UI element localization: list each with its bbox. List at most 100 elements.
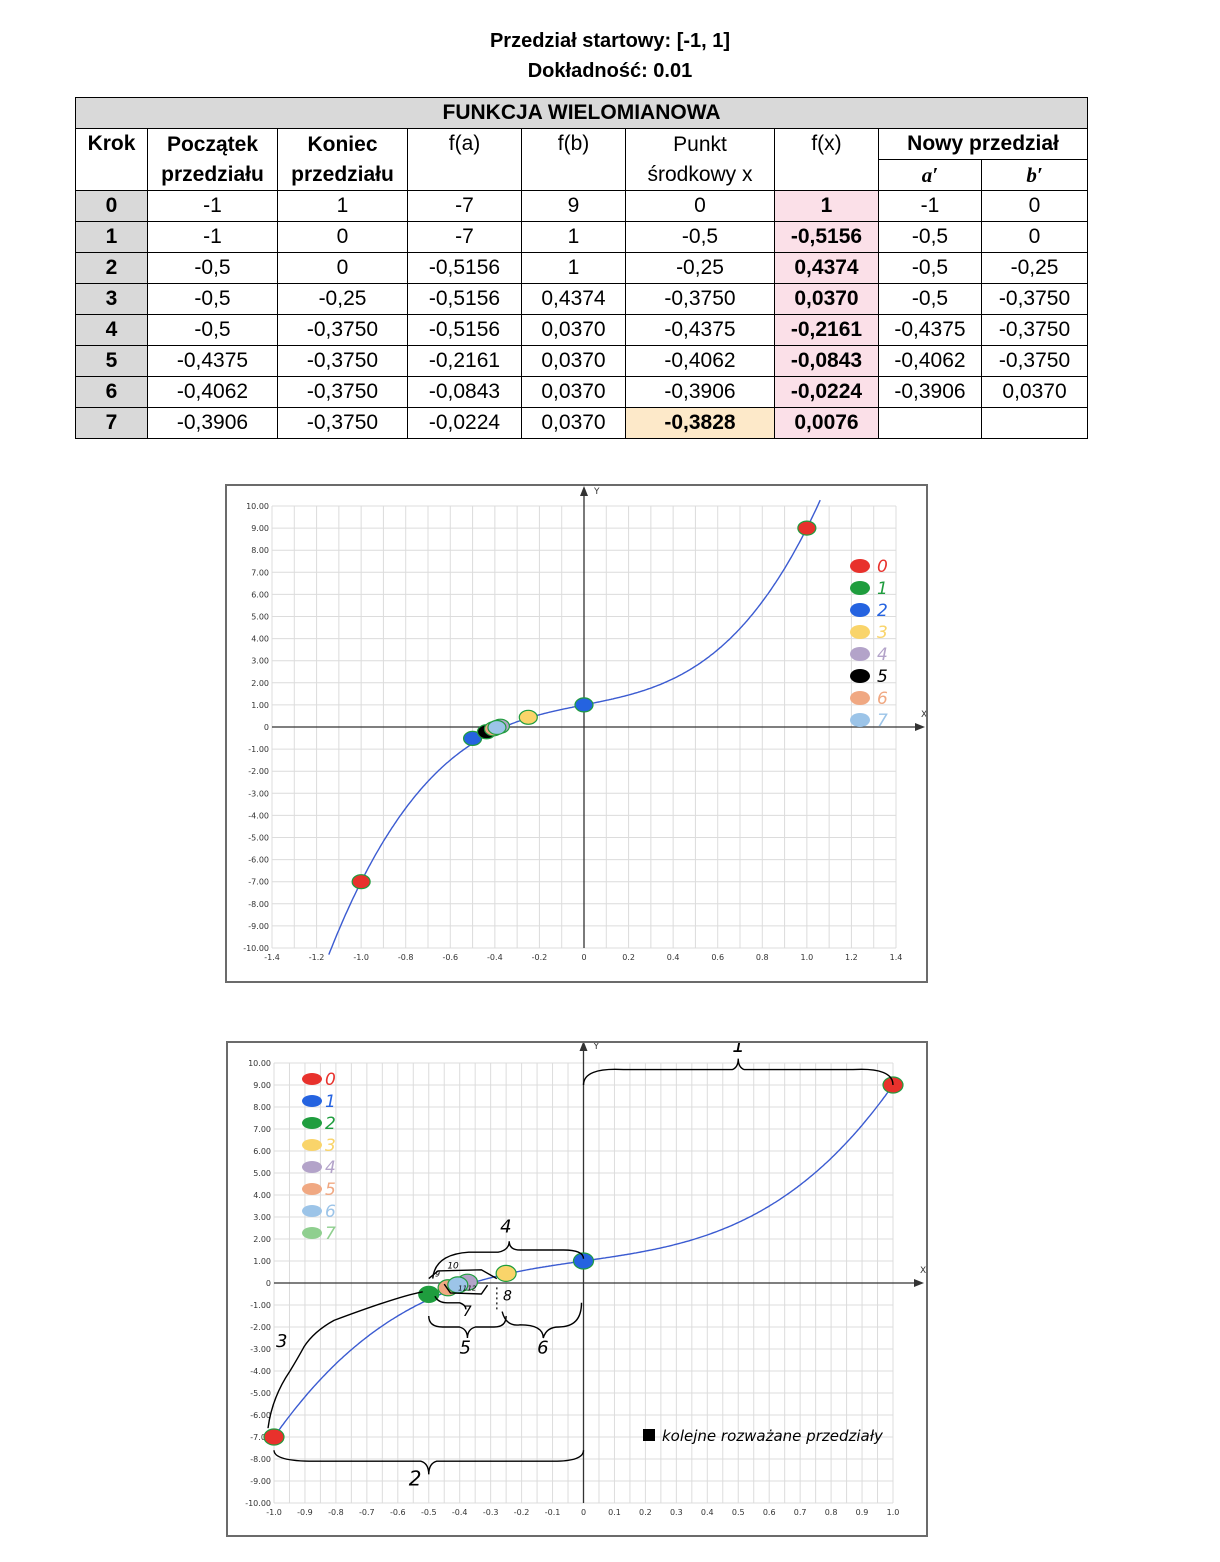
- legend-marker-1: [302, 1095, 322, 1107]
- y-tick-label: 7.00: [253, 1125, 271, 1134]
- x-axis-arrow: [914, 1279, 924, 1287]
- table-cell: -7: [407, 221, 522, 253]
- legend-marker-4: [302, 1161, 322, 1173]
- table-row: 1 -1 0 -7 1 -0,5 -0,5156 -0,5 0: [75, 221, 1089, 253]
- legend-label: 4: [325, 1158, 336, 1178]
- table-cell: -0,3750: [277, 376, 408, 408]
- y-tick-label: -1.00: [248, 745, 269, 754]
- table-cell: -0,4375: [147, 345, 278, 377]
- y-tick-label: 4.00: [253, 1191, 271, 1200]
- table-cell: [878, 407, 982, 439]
- legend-marker-2: [850, 603, 870, 617]
- y-tick-label: -4.00: [248, 811, 269, 820]
- data-point-yellow: [518, 709, 538, 725]
- chart-svg-1: X Y -1.4 -1.2 -1.0 -0.8 -0.6 -0.4 -0.2 0 0.2 0.4 0.6…: [243, 486, 927, 962]
- table-cell: -0,0224: [407, 407, 522, 439]
- table-cell: -1: [147, 221, 278, 253]
- table-cell: 0: [980, 190, 1089, 222]
- table-cell: 0: [980, 221, 1089, 253]
- col-koniec-l2: przedziału: [291, 162, 394, 186]
- step-cell: 2: [75, 252, 148, 284]
- legend-marker-2: [302, 1117, 322, 1129]
- brace-label-10: 10: [447, 1262, 459, 1272]
- table-cell: -0,3828: [625, 407, 775, 439]
- table-cell: -0,3750: [980, 283, 1089, 315]
- y-tick-label: 2.00: [251, 679, 269, 688]
- x-tick-label: 0.4: [667, 953, 680, 962]
- table-cell: -0,5156: [407, 314, 522, 346]
- x-tick-label: 0.8: [825, 1508, 838, 1517]
- y-tick-label: 9.00: [253, 1081, 271, 1090]
- legend-label: 5: [877, 667, 888, 687]
- table-cell: -0,3750: [277, 345, 408, 377]
- table-title: FUNKCJA WIELOMIANOWA: [74, 97, 1089, 129]
- table-cell: -0,0843: [774, 345, 879, 377]
- y-tick-label: 6.00: [251, 590, 269, 599]
- col-fa-label: f(a): [448, 132, 481, 155]
- legend-label: 1: [325, 1092, 336, 1112]
- table-cell: -0,25: [980, 252, 1089, 284]
- table-cell: -0,5: [878, 221, 982, 253]
- col-fb: f(b): [521, 128, 626, 191]
- x-tick-label: 0: [581, 1508, 586, 1517]
- table-cell: -7: [407, 190, 522, 222]
- x-tick-label: -0.1: [545, 1508, 561, 1517]
- table-cell: -0,5156: [407, 283, 522, 315]
- table-cell: -0,25: [277, 283, 408, 315]
- legend-label: 3: [325, 1136, 336, 1156]
- brace-label-11: 11: [458, 1285, 467, 1293]
- table-cell: -0,3906: [625, 376, 775, 408]
- table-body: 0 -1 1 -7 9 0 1 -1 0 1 -1 0 -7 1 -0,5 -0,5156 -0,5 0 2 -0,5…: [75, 190, 1089, 439]
- x-tick-label: -0.7: [359, 1508, 375, 1517]
- table-cell: -0,5156: [407, 252, 522, 284]
- data-point-red: [351, 874, 371, 890]
- y-tick-label: -7.00: [248, 878, 269, 887]
- data-point-red: [263, 1428, 285, 1446]
- y-tick-label: -1.00: [250, 1301, 271, 1310]
- legend-label: 7: [877, 711, 888, 731]
- note-swatch: [643, 1429, 655, 1441]
- brace-label-1: 1: [732, 1043, 745, 1057]
- col-poczatek-l2: przedziału: [161, 162, 264, 186]
- brace-label-3: 3: [276, 1331, 287, 1352]
- legend-marker-5: [850, 669, 870, 683]
- col-b-new: b′: [980, 159, 1089, 191]
- table-cell: -0,0224: [774, 376, 879, 408]
- x-tick-label: -0.6: [442, 953, 458, 962]
- y-tick-label: 7.00: [251, 568, 269, 577]
- x-tick-label: 0.4: [701, 1508, 714, 1517]
- table-cell: 0,0370: [980, 376, 1089, 408]
- legend-marker-3: [302, 1139, 322, 1151]
- brace-label-6: 6: [537, 1337, 548, 1358]
- col-punkt: Punkt środkowy x: [625, 128, 775, 191]
- chart-intervals-plot: X Y -1.0 -0.9 -0.8 -0.7 -0.6 -0.5 -0.4 -0.3 -0.2 -0…: [226, 1033, 928, 1537]
- x-axis-arrow: [915, 723, 925, 731]
- table-cell: 1: [521, 252, 626, 284]
- y-tick-label: -9.00: [248, 922, 269, 931]
- legend-label: 0: [877, 557, 888, 577]
- table-cell: 0,0076: [774, 407, 879, 439]
- legend-marker-6: [302, 1205, 322, 1217]
- data-point-green: [418, 1285, 440, 1303]
- brace-label-2: 2: [409, 1466, 422, 1490]
- y-tick-label: 3.00: [253, 1213, 271, 1222]
- table-cell: 1: [774, 190, 879, 222]
- step-cell: 7: [75, 407, 148, 439]
- x-tick-label: -1.4: [264, 953, 280, 962]
- x-tick-label: 0.3: [670, 1508, 683, 1517]
- table-cell: -0,5: [147, 252, 278, 284]
- x-tick-label: 1.0: [800, 953, 813, 962]
- y-tick-label: 8.00: [251, 546, 269, 555]
- y-axis-label: Y: [593, 487, 600, 497]
- table-cell: -0,4375: [878, 314, 982, 346]
- legend-marker-3: [850, 625, 870, 639]
- x-tick-label: -1.0: [266, 1508, 282, 1517]
- col-fx: f(x): [774, 128, 879, 191]
- brace-label-4: 4: [500, 1216, 511, 1237]
- table-cell: -0,5: [147, 283, 278, 315]
- brace-6: [501, 1302, 583, 1339]
- col-fa: f(a): [407, 128, 522, 191]
- table-cell: -0,2161: [774, 314, 879, 346]
- col-fb-label: f(b): [557, 132, 590, 155]
- table-cell: 0: [625, 190, 775, 222]
